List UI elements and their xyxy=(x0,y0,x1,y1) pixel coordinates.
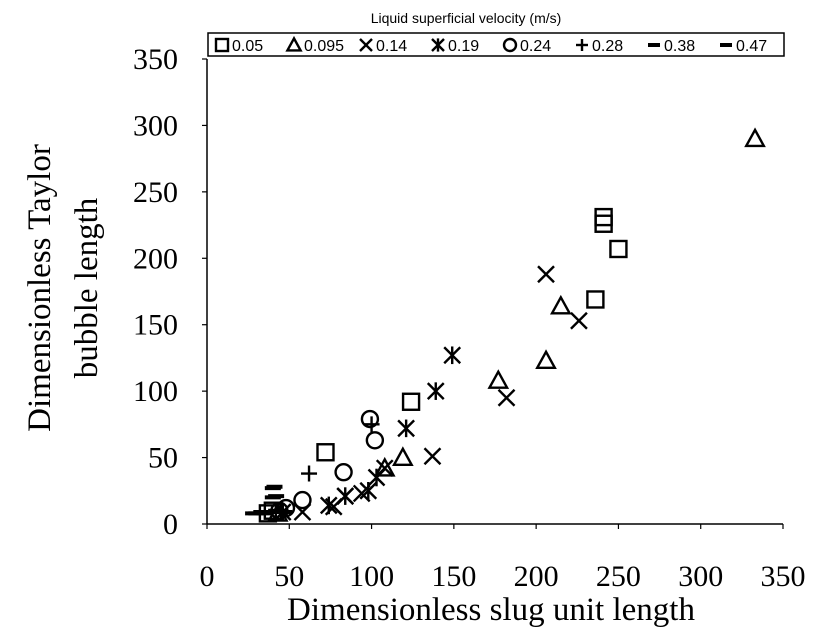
legend-entry: 0.28 xyxy=(576,38,623,55)
data-points xyxy=(245,127,766,523)
data-point xyxy=(423,447,442,466)
data-point xyxy=(549,294,572,315)
data-point xyxy=(397,419,415,438)
legend-label: 0.14 xyxy=(376,38,407,55)
legend-entries: 0.05 0.095 0.14 0.19 0.24 0.28 0.38 0.47 xyxy=(214,35,767,55)
legend-entry: 0.05 xyxy=(214,37,263,55)
data-point xyxy=(426,382,445,400)
legend-marker xyxy=(431,38,445,52)
legend-marker xyxy=(576,39,588,51)
data-point xyxy=(367,468,386,487)
legend-label: 0.05 xyxy=(232,38,263,55)
legend-entry: 0.14 xyxy=(359,38,407,55)
data-point xyxy=(365,431,385,450)
series-0.19 xyxy=(273,346,462,521)
x-tick-label: 300 xyxy=(678,560,723,593)
axes: 0 50 100 150 200 250 300 350 0 50 100 150 200 250 300 3… xyxy=(133,43,806,593)
legend-label: 0.095 xyxy=(304,38,344,55)
data-point xyxy=(570,311,588,330)
x-tick-label: 50 xyxy=(274,560,304,593)
x-tick-label: 350 xyxy=(761,560,806,593)
y-tick-label: 100 xyxy=(133,375,178,408)
series-0.14 xyxy=(293,265,588,521)
legend-label: 0.47 xyxy=(736,38,767,55)
data-point xyxy=(535,349,557,369)
y-tick-label: 150 xyxy=(133,309,178,342)
x-axis-label: Dimensionless slug unit length xyxy=(287,592,695,628)
data-point xyxy=(392,446,414,466)
x-tick-label: 200 xyxy=(514,560,559,593)
series-0.095 xyxy=(266,127,766,522)
data-point xyxy=(360,409,380,429)
x-tick-label: 150 xyxy=(431,560,476,593)
data-point xyxy=(443,346,462,365)
y-tick-label: 350 xyxy=(133,43,178,76)
legend-label: 0.24 xyxy=(520,38,551,55)
x-tick-label: 0 xyxy=(200,560,215,593)
legend-label: 0.19 xyxy=(448,38,479,55)
data-point xyxy=(594,207,613,227)
legend-marker xyxy=(285,35,303,52)
data-point xyxy=(609,239,628,259)
legend-entry: 0.19 xyxy=(431,38,479,55)
legend: Liquid superficial velocity (m/s) 0.05 0.… xyxy=(207,10,785,57)
legend-marker xyxy=(214,37,230,53)
legend-entry: 0.38 xyxy=(648,38,695,55)
x-tick-label: 250 xyxy=(596,560,641,593)
data-point xyxy=(497,388,516,407)
data-point xyxy=(316,443,335,462)
data-point xyxy=(586,290,605,309)
legend-entry: 0.47 xyxy=(720,38,767,55)
y-tick-label: 50 xyxy=(148,442,178,475)
legend-entry: 0.095 xyxy=(285,35,344,55)
data-point xyxy=(401,392,421,411)
y-tick-label: 0 xyxy=(163,508,178,541)
data-point xyxy=(276,498,296,518)
data-point xyxy=(319,496,338,515)
data-point xyxy=(744,127,766,148)
legend-marker xyxy=(502,37,518,53)
legend-entry: 0.24 xyxy=(502,37,551,55)
data-point xyxy=(363,416,380,433)
data-point xyxy=(336,487,355,505)
y-tick-label: 200 xyxy=(133,242,178,275)
series-0.47 xyxy=(245,484,283,516)
data-point xyxy=(373,456,396,477)
x-tick-label: 100 xyxy=(349,560,394,593)
data-point xyxy=(537,265,555,284)
legend-label: 0.28 xyxy=(592,38,623,55)
data-point xyxy=(487,369,510,389)
legend-box xyxy=(207,32,785,57)
data-point xyxy=(594,214,613,233)
y-axis-label-line1: Dimensionless Taylor xyxy=(22,144,58,432)
legend-title: Liquid superficial velocity (m/s) xyxy=(371,10,562,26)
data-point xyxy=(334,462,353,482)
data-point xyxy=(293,490,312,510)
legend-marker xyxy=(359,38,373,52)
y-tick-label: 300 xyxy=(133,109,178,142)
y-tick-label: 250 xyxy=(133,176,178,209)
y-axis-label-line2: bubble length xyxy=(69,197,105,378)
data-point xyxy=(301,465,318,482)
legend-label: 0.38 xyxy=(664,38,695,55)
